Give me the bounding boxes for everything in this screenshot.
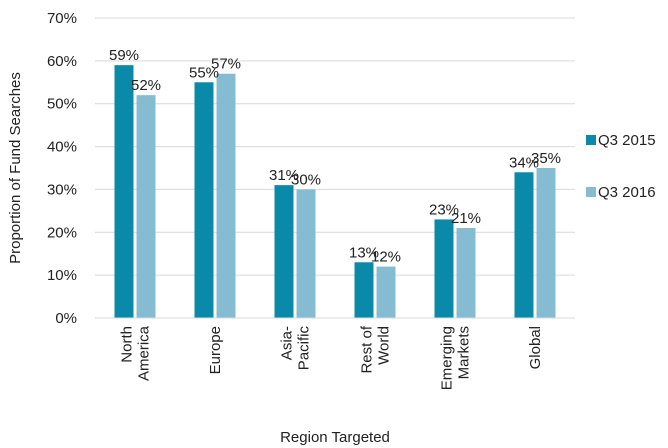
bar bbox=[114, 65, 134, 319]
y-tick-label: 60% bbox=[47, 53, 77, 70]
bar bbox=[216, 73, 236, 318]
y-tick-label: 70% bbox=[47, 10, 77, 27]
gridlines bbox=[95, 17, 575, 276]
data-label: 35% bbox=[531, 150, 561, 167]
x-tick-label-line: Europe bbox=[207, 326, 224, 374]
legend: Q3 2015 Q3 2016 bbox=[586, 132, 656, 201]
x-tick-label: Asia- Pacific bbox=[279, 326, 313, 371]
bar bbox=[376, 266, 396, 318]
bars bbox=[114, 65, 556, 319]
x-tick-label-line: America bbox=[136, 325, 153, 381]
bar bbox=[296, 189, 316, 318]
x-tick-label-line: World bbox=[376, 326, 393, 365]
y-axis-ticks: 0% 10% 20% 30% 40% 50% 60% 70% bbox=[47, 10, 77, 327]
x-tick-label: Global bbox=[527, 326, 544, 369]
x-tick-label-line: Markets bbox=[456, 326, 473, 379]
x-tick-label-line: Pacific bbox=[296, 326, 313, 371]
legend-swatch bbox=[586, 135, 596, 145]
data-label: 34% bbox=[509, 154, 539, 171]
data-label: 23% bbox=[429, 201, 459, 218]
x-tick-label: Rest of World bbox=[359, 325, 393, 373]
data-label: 12% bbox=[371, 249, 401, 266]
bar bbox=[194, 82, 214, 319]
y-tick-label: 10% bbox=[47, 267, 77, 284]
x-tick-label-line: Asia- bbox=[279, 326, 296, 360]
x-tick-label-line: North bbox=[119, 326, 136, 363]
data-label: 31% bbox=[269, 167, 299, 184]
data-label: 21% bbox=[451, 210, 481, 227]
x-tick-label-line: Global bbox=[527, 326, 544, 369]
x-tick-label: Europe bbox=[207, 326, 224, 374]
legend-label: Q3 2015 bbox=[598, 132, 656, 149]
bar bbox=[136, 95, 156, 319]
y-tick-label: 30% bbox=[47, 181, 77, 198]
data-label: 57% bbox=[211, 56, 241, 73]
data-label: 13% bbox=[349, 244, 379, 261]
x-tick-label: North America bbox=[119, 325, 153, 381]
legend-label: Q3 2016 bbox=[598, 184, 656, 201]
bar bbox=[354, 262, 374, 318]
y-axis-title: Proportion of Fund Searches bbox=[7, 72, 24, 264]
y-tick-label: 20% bbox=[47, 224, 77, 241]
x-tick-label-line: Rest of bbox=[359, 325, 376, 373]
y-tick-label: 40% bbox=[47, 139, 77, 156]
data-label: 59% bbox=[109, 47, 139, 64]
x-tick-label: Emerging Markets bbox=[439, 326, 473, 390]
y-tick-label: 0% bbox=[55, 310, 77, 327]
legend-swatch bbox=[586, 187, 596, 197]
data-label: 55% bbox=[189, 64, 219, 81]
bar bbox=[456, 228, 476, 318]
x-axis-title: Region Targeted bbox=[280, 429, 390, 446]
data-label: 52% bbox=[131, 77, 161, 94]
bar bbox=[274, 185, 294, 318]
bar bbox=[514, 172, 534, 318]
data-labels: 59% 52% 55%57% 31%30% 13%12% 23%21% 34%35% bbox=[109, 47, 561, 265]
x-tick-label-line: Emerging bbox=[439, 326, 456, 390]
x-axis-ticks: North America Europe Asia- Pacific Rest of Wor… bbox=[119, 325, 545, 390]
bar bbox=[434, 219, 454, 318]
bar bbox=[536, 168, 556, 318]
data-label: 30% bbox=[291, 171, 321, 188]
y-tick-label: 50% bbox=[47, 96, 77, 113]
